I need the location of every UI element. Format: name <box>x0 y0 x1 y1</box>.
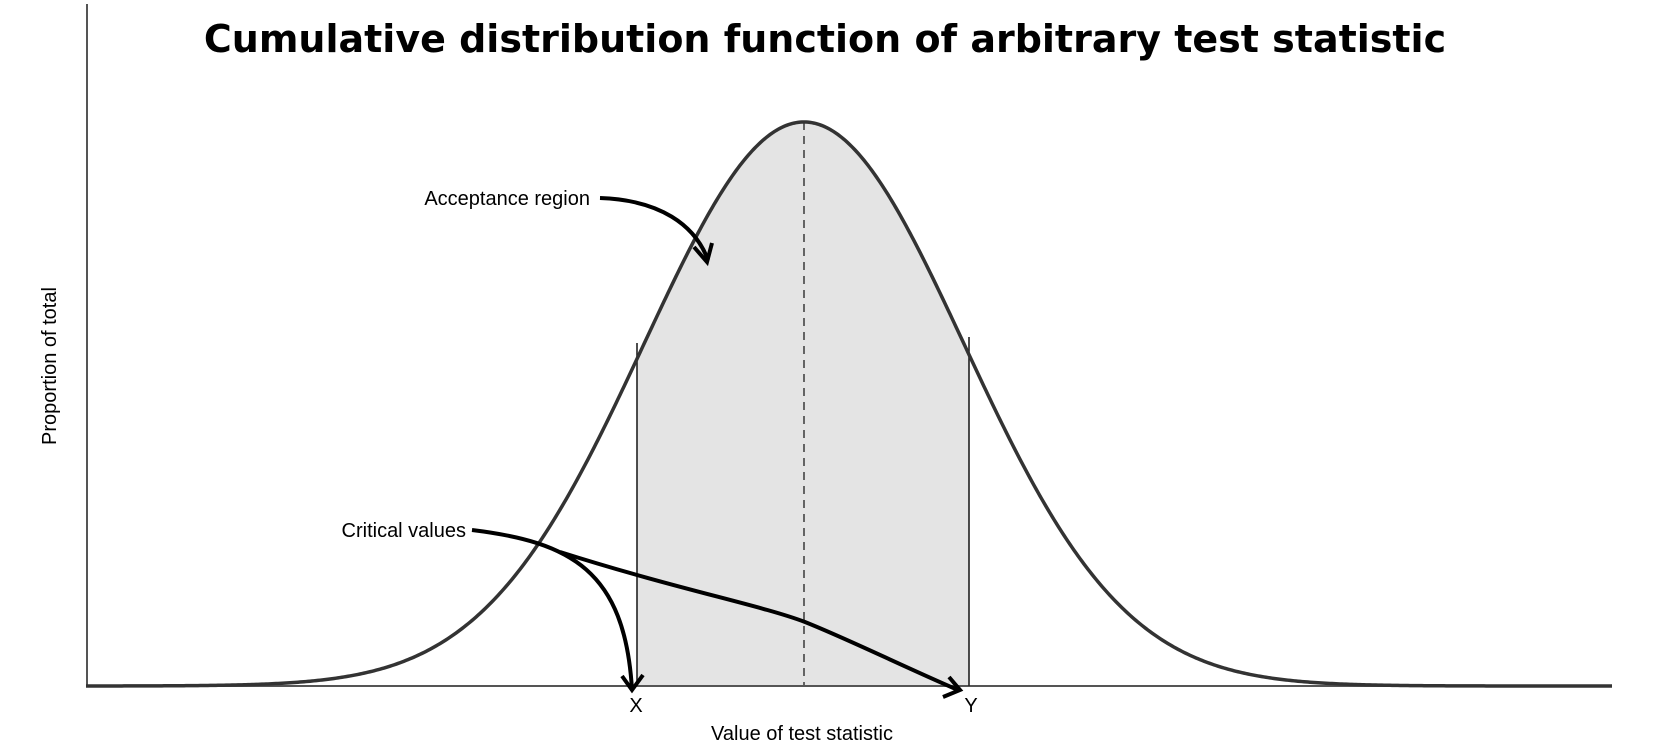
acceptance-region-shade <box>637 122 969 686</box>
critical-arrow-y-head <box>942 675 964 699</box>
critical-value-x-label: X <box>629 695 642 717</box>
acceptance-region-label: Acceptance region <box>424 188 590 210</box>
diagram-title: Cumulative distribution function of arbi… <box>204 17 1446 61</box>
critical-value-y-label: Y <box>964 695 977 717</box>
acceptance-arrowhead <box>692 242 714 267</box>
bell-curve <box>85 120 1612 688</box>
x-axis-label: Value of test statistic <box>711 723 893 745</box>
critical-arrow-x <box>471 528 634 691</box>
critical-arrow-y <box>559 550 959 692</box>
critical-arrow-x-head <box>620 673 645 694</box>
critical-values-label: Critical values <box>342 520 466 542</box>
acceptance-arrow <box>599 196 710 261</box>
y-axis-label: Proportion of total <box>39 287 61 445</box>
